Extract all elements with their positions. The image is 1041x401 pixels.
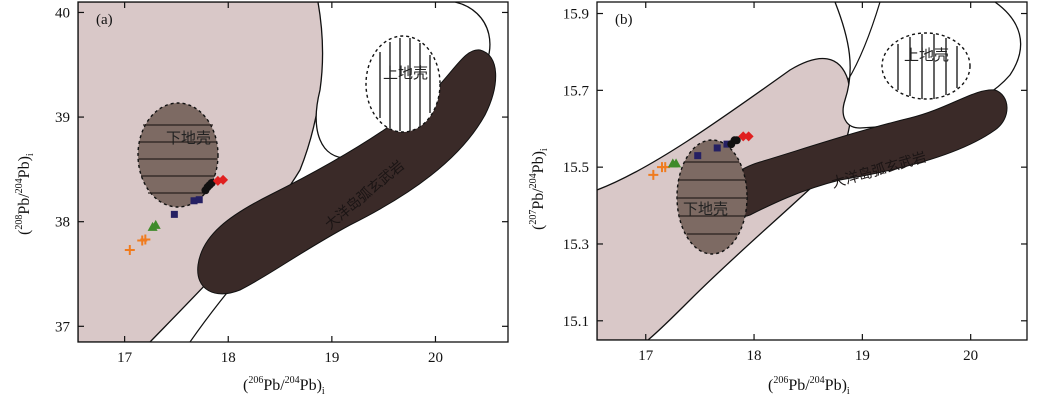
panel-b-x-sub: i xyxy=(847,386,850,397)
panel-a-x-axis-title: (206Pb/204Pb)i xyxy=(243,375,325,397)
panel-a-y-main2: Pb) xyxy=(16,156,33,178)
panel-b-y-axis-title: (207Pb/204Pb)i xyxy=(528,148,550,230)
panel-b-y-sup2: 204 xyxy=(528,173,539,188)
panel-b-point-diamond xyxy=(738,131,749,142)
panel-a-x-sup2: 204 xyxy=(285,375,300,386)
panel-b-point-triangle xyxy=(671,158,682,168)
panel-b-x-main2: Pb) xyxy=(825,377,847,394)
panel-a-point-square xyxy=(190,197,198,205)
panel-b-point-square xyxy=(713,144,721,152)
panel-b-y-tick-label: 15.1 xyxy=(563,314,589,330)
panel-b-point-cross xyxy=(648,169,659,180)
panel-a-y-tick-label: 38 xyxy=(55,215,70,231)
panel-a-x-tick-label: 17 xyxy=(117,350,133,366)
panel-a-upper-crust-label: 上地壳 xyxy=(383,64,428,82)
panel-b-x-open: ( xyxy=(768,377,773,394)
panel-b-y-main2: Pb) xyxy=(530,151,547,173)
panel-a-points xyxy=(124,174,229,255)
panel-b-x-tick-label: 17 xyxy=(638,348,654,364)
panel-a-fields xyxy=(78,2,497,342)
panel-a-lower-crust-label: 下地壳 xyxy=(166,129,211,147)
panel-a-x-main1: Pb/ xyxy=(263,377,285,394)
panel-b-lower-crust xyxy=(676,139,748,255)
panel-a-x-tick-label: 19 xyxy=(324,350,339,366)
panel-b-x-sup1: 206 xyxy=(773,375,788,386)
panel-b-x-main1: Pb/ xyxy=(788,377,810,394)
panel-b-label: (b) xyxy=(615,12,633,28)
panel-b-x-tick-label: 19 xyxy=(855,348,870,364)
panel-a-x-main2: Pb) xyxy=(300,377,322,394)
panel-b-upper-crust-label: 上地壳 xyxy=(904,46,949,64)
panel-a-y-main1: Pb/ xyxy=(16,193,33,215)
panel-b-fields xyxy=(597,2,1022,340)
panel-b-x-tick-label: 18 xyxy=(747,348,762,364)
panel-b-point-circle xyxy=(732,136,741,145)
panel-a-point-cross xyxy=(140,234,151,245)
panel-b: 下地壳 上地壳 大洋岛弧玄武岩 17 18 19 2015.115.315.515.7… xyxy=(528,1,1028,397)
panel-b-y-tick-label: 15.5 xyxy=(563,160,589,176)
panel-a-y-sup2: 204 xyxy=(14,178,25,193)
panel-b-points xyxy=(648,131,754,180)
panel-b-x-sup2: 204 xyxy=(810,375,825,386)
panel-b-y-tick-label: 15.3 xyxy=(563,237,589,253)
panel-b-y-open: ( xyxy=(530,225,547,230)
panel-b-y-tick-label: 15.9 xyxy=(563,7,589,23)
panel-a-point-square xyxy=(195,196,203,204)
panel-b-point-square xyxy=(694,152,702,160)
panel-a-x-open: ( xyxy=(243,377,248,394)
panel-b-x-tick-label: 20 xyxy=(963,348,978,364)
panel-b-y-sub: i xyxy=(539,148,550,151)
panel-b-lower-crust-label: 下地壳 xyxy=(683,200,728,218)
panel-a-frame xyxy=(77,1,509,343)
panel-b-point-diamond xyxy=(743,131,754,142)
panel-b-y-tick-label: 15.7 xyxy=(563,83,590,99)
panel-a-point-diamond xyxy=(218,174,229,185)
panel-a-point-triangle xyxy=(150,219,161,229)
panel-a-point-cross xyxy=(124,244,135,255)
panel-a-y-sub: i xyxy=(25,153,36,156)
panel-a-y-open: ( xyxy=(16,230,33,235)
panel-b-point-square xyxy=(723,140,731,148)
panel-b-y-main1: Pb/ xyxy=(530,188,547,210)
panel-a-upper-crust xyxy=(365,35,441,133)
panel-a-y-tick-label: 39 xyxy=(55,110,70,126)
panel-a-y-tick-label: 40 xyxy=(55,5,70,21)
panel-a-y-tick-label: 37 xyxy=(55,319,71,335)
panel-a-lower-crust xyxy=(137,102,219,208)
panel-b-y-sup1: 207 xyxy=(528,210,539,225)
panel-a-axes: 17 18 19 20 37 38 39 40 xyxy=(55,2,508,366)
panel-b-boundary-line xyxy=(847,2,881,81)
panel-a-x-tick-label: 20 xyxy=(428,350,443,366)
panel-b-axes: 17 18 19 20 15.1 15.3 15.5 15.7 15.9 xyxy=(563,2,1027,364)
panel-a-point-square xyxy=(170,210,178,218)
panel-b-x-axis-title: (206Pb/204Pb)i xyxy=(768,375,850,397)
panel-a-x-tick-label: 18 xyxy=(221,350,236,366)
panel-a-x-sup1: 206 xyxy=(248,375,263,386)
panel-a-x-sub: i xyxy=(322,386,325,397)
panel-a-y-sup1: 208 xyxy=(14,215,25,230)
panel-a-label: (a) xyxy=(96,12,113,28)
panel-a-y-axis-title: (208Pb/204Pb)i xyxy=(14,153,36,235)
panel-b-frame xyxy=(596,1,1028,341)
panel-b-upper-crust xyxy=(881,32,971,100)
